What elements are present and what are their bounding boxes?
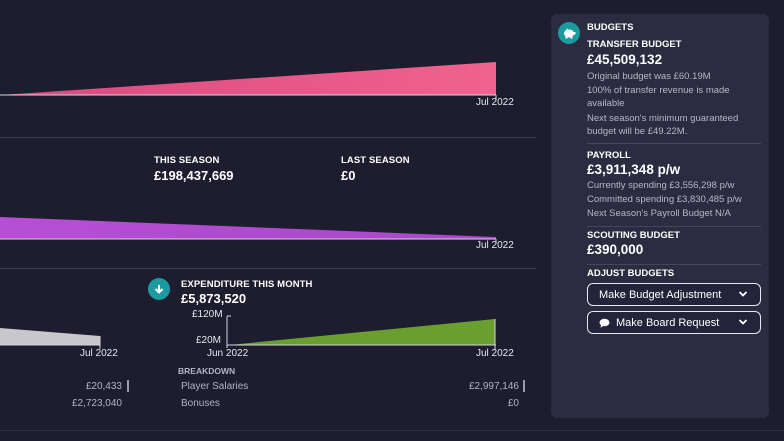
breakdown-value-salaries: £2,997,146 — [468, 381, 519, 392]
last-season-value: £0 — [341, 168, 356, 183]
transfer-chart-area — [0, 62, 496, 95]
expenditure-chart — [226, 315, 496, 350]
transfer-budget-value: £45,509,132 — [587, 52, 663, 67]
chevron-down-icon — [738, 291, 748, 297]
payroll-next-season: Next Season's Payroll Budget N/A — [587, 208, 731, 219]
adjust-budgets-title: ADJUST BUDGETS — [587, 268, 675, 279]
transfer-original-budget: Original budget was £60.19M — [587, 71, 711, 82]
expenditure-title: EXPENDITURE THIS MONTH — [181, 279, 313, 290]
transfer-revenue-note: 100% of transfer revenue is made availab… — [587, 85, 730, 109]
breakdown-value-bonuses: £0 — [507, 398, 519, 409]
scouting-budget-title: SCOUTING BUDGET — [587, 230, 680, 241]
budgets-panel: BUDGETS TRANSFER BUDGET £45,509,132 Orig… — [551, 14, 769, 418]
this-season-value: £198,437,669 — [154, 168, 234, 183]
expenditure-ytick-bottom: £20M — [196, 335, 222, 346]
transfer-budget-title: TRANSFER BUDGET — [587, 39, 682, 50]
budgets-header: BUDGETS — [587, 22, 634, 33]
income-chart — [0, 328, 101, 349]
income-value-1: £20,433 — [85, 381, 122, 392]
income-chart-area — [0, 328, 100, 345]
payroll-value: £3,911,348 p/w — [587, 162, 681, 177]
payroll-current-spending: Currently spending £3,556,298 p/w — [587, 180, 735, 191]
chevron-down-icon — [738, 319, 748, 325]
payroll-committed-spending: Committed spending £3,830,485 p/w — [587, 194, 742, 205]
income-value-2: £2,723,040 — [71, 398, 122, 409]
this-season-label: THIS SEASON — [154, 155, 220, 166]
budget-adjustment-label: Make Budget Adjustment — [599, 288, 722, 301]
season-chart-area — [0, 217, 496, 239]
download-arrow-icon[interactable] — [148, 278, 170, 300]
transfer-next-season-note: Next season's minimum guaranteed budget … — [587, 113, 739, 137]
board-request-dropdown[interactable]: Make Board Request — [587, 311, 761, 334]
season-chart — [0, 217, 497, 244]
transfer-chart — [0, 62, 497, 100]
last-season-label: LAST SEASON — [341, 155, 410, 166]
expenditure-x-start: Jun 2022 — [207, 348, 249, 359]
transfer-chart-date: Jul 2022 — [476, 97, 514, 108]
chat-bubble-icon — [599, 318, 610, 328]
expenditure-ytick-top: £120M — [192, 309, 223, 320]
payroll-title: PAYROLL — [587, 150, 631, 161]
breakdown-label-bonuses: Bonuses — [181, 398, 220, 409]
season-chart-date: Jul 2022 — [476, 240, 514, 251]
budget-adjustment-dropdown[interactable]: Make Budget Adjustment — [587, 283, 761, 306]
scouting-budget-value: £390,000 — [587, 242, 644, 257]
breakdown-label-salaries: Player Salaries — [181, 381, 249, 392]
income-chart-date: Jul 2022 — [80, 348, 118, 359]
board-request-label: Make Board Request — [616, 316, 720, 329]
expenditure-value: £5,873,520 — [181, 291, 247, 306]
breakdown-title: BREAKDOWN — [178, 366, 236, 376]
piggy-bank-icon — [558, 22, 580, 44]
expenditure-x-end: Jul 2022 — [476, 348, 514, 359]
expenditure-chart-area — [229, 319, 495, 345]
